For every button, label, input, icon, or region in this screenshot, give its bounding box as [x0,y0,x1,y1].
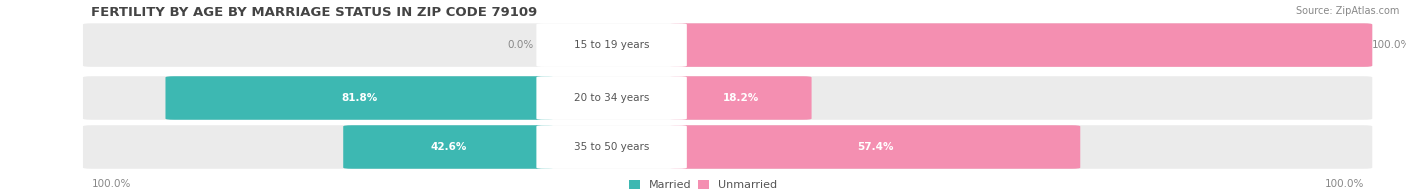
FancyBboxPatch shape [669,76,811,120]
Text: 57.4%: 57.4% [856,142,893,152]
Text: 100.0%: 100.0% [1372,40,1406,50]
FancyBboxPatch shape [669,125,1080,169]
Text: 15 to 19 years: 15 to 19 years [574,40,650,50]
Text: 81.8%: 81.8% [342,93,377,103]
Text: 42.6%: 42.6% [430,142,467,152]
Text: FERTILITY BY AGE BY MARRIAGE STATUS IN ZIP CODE 79109: FERTILITY BY AGE BY MARRIAGE STATUS IN Z… [91,6,537,19]
FancyBboxPatch shape [537,76,688,120]
FancyBboxPatch shape [166,76,554,120]
Text: 0.0%: 0.0% [508,40,534,50]
FancyBboxPatch shape [343,125,554,169]
Text: 35 to 50 years: 35 to 50 years [574,142,650,152]
Legend: Married, Unmarried: Married, Unmarried [630,180,776,191]
FancyBboxPatch shape [83,76,1372,120]
FancyBboxPatch shape [537,125,688,169]
Text: 18.2%: 18.2% [723,93,759,103]
FancyBboxPatch shape [83,125,1372,169]
FancyBboxPatch shape [83,23,1372,67]
Text: 100.0%: 100.0% [91,179,131,189]
FancyBboxPatch shape [669,23,1372,67]
Text: Source: ZipAtlas.com: Source: ZipAtlas.com [1295,6,1399,16]
Text: 20 to 34 years: 20 to 34 years [574,93,650,103]
Text: 100.0%: 100.0% [1324,179,1364,189]
FancyBboxPatch shape [537,23,688,67]
